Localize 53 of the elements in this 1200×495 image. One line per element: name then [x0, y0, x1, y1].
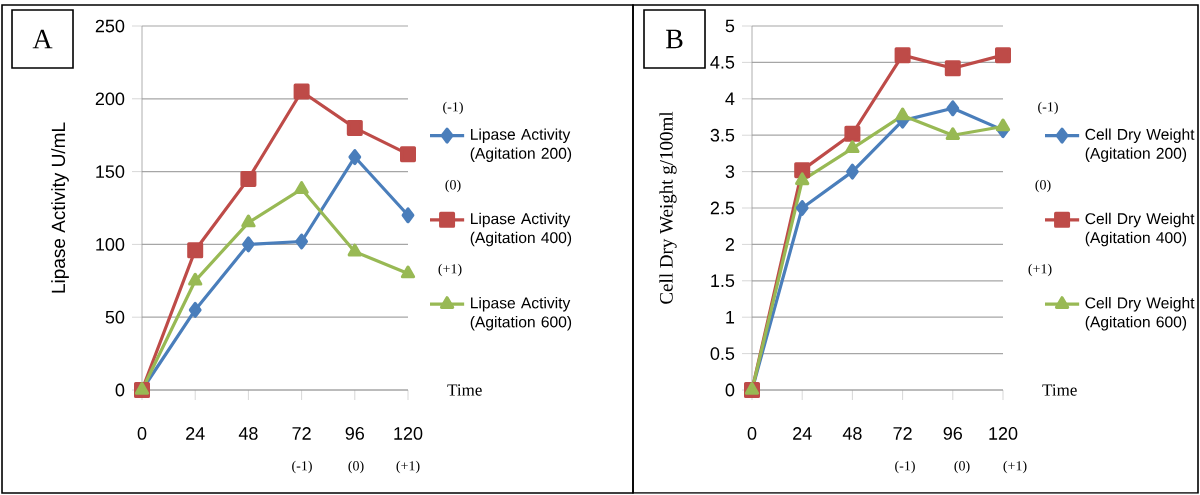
text: (+1) — [396, 460, 420, 474]
x-tick-label: 72 — [292, 427, 311, 440]
y-tick-label: 0 — [115, 383, 125, 397]
x-tick-label: 120 — [394, 427, 423, 440]
y-tick-label: 3 — [725, 165, 735, 178]
y-tick-label: 1 — [726, 311, 735, 324]
x-axis-title: Time — [1042, 384, 1077, 396]
x-tick-label: 96 — [345, 427, 365, 440]
text: (-1) — [895, 460, 915, 474]
text: (+1) — [438, 263, 462, 277]
x-tick-label: 48 — [842, 427, 862, 440]
text: (-1) — [292, 460, 312, 474]
legend-label: Lipase Activity (Agitation 200) — [470, 128, 572, 162]
y-tick-label: 2 — [725, 238, 735, 251]
y-tick-label: 4 — [725, 92, 735, 105]
y-tick-label: 50 — [105, 310, 125, 324]
y-tick-label: 5 — [725, 19, 735, 33]
y-tick-label: 0.5 — [710, 347, 735, 360]
text: (0) — [1035, 179, 1051, 193]
x-tick-label: 0 — [747, 427, 757, 440]
legend-label: Cell Dry Weight (Agitation 200) — [1085, 128, 1195, 162]
text: (-1) — [443, 101, 463, 115]
text: B — [665, 29, 683, 49]
y-tick-label: 250 — [95, 19, 125, 33]
text: A — [32, 29, 53, 49]
y-tick-label: 200 — [95, 92, 125, 106]
y-tick-label: 4.5 — [710, 56, 735, 69]
legend-label: Lipase Activity (Agitation 400) — [470, 212, 572, 247]
x-tick-label: 0 — [137, 427, 147, 440]
x-tick-label: 96 — [943, 427, 963, 440]
y-tick-label: 150 — [96, 165, 125, 178]
y-axis-title: Lipase Activity U/mL — [51, 122, 69, 293]
y-tick-label: 2.5 — [710, 201, 735, 215]
x-tick-label: 24 — [793, 427, 812, 440]
y-tick-label: 3.5 — [710, 128, 735, 142]
text: (0) — [954, 460, 970, 474]
x-tick-label: 48 — [238, 427, 258, 440]
legend-label: Cell Dry Weight (Agitation 600) — [1085, 297, 1195, 331]
x-tick-label: 72 — [893, 427, 912, 440]
y-tick-label: 0 — [725, 383, 735, 397]
x-tick-label: 120 — [989, 427, 1018, 440]
y-tick-label: 1.5 — [711, 274, 735, 288]
legend-label: Lipase Activity (Agitation 600) — [470, 297, 572, 331]
y-tick-label: 100 — [96, 238, 125, 251]
x-tick-label: 24 — [186, 427, 205, 440]
text: (0) — [445, 179, 461, 193]
y-axis-title: Cell Dry Weight g/100ml — [659, 111, 677, 304]
text: (+1) — [1028, 263, 1052, 277]
text: (0) — [348, 460, 364, 474]
x-axis-title: Time — [447, 384, 482, 396]
text: (+1) — [1003, 460, 1027, 474]
text: (-1) — [1038, 101, 1058, 115]
legend-label: Cell Dry Weight (Agitation 400) — [1085, 212, 1195, 247]
